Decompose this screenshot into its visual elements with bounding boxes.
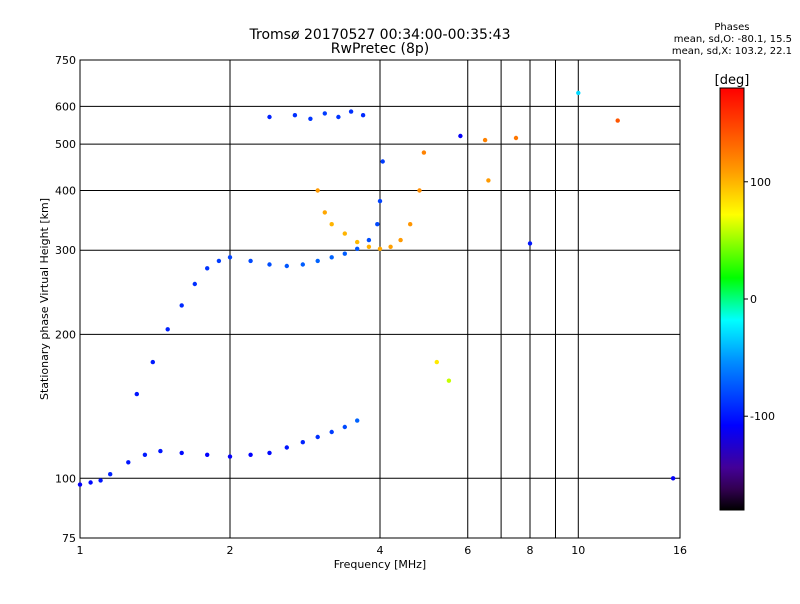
data-point bbox=[355, 246, 360, 251]
y-tick-label: 100 bbox=[55, 472, 76, 485]
x-tick-label: 8 bbox=[527, 544, 534, 557]
stats-o-mode: mean, sd,O: -80.1, 15.5 bbox=[673, 34, 792, 45]
data-point bbox=[366, 244, 372, 249]
data-point bbox=[380, 159, 385, 164]
x-tick-label: 16 bbox=[673, 544, 687, 557]
data-point bbox=[388, 244, 393, 249]
data-point bbox=[615, 118, 620, 123]
y-tick-label: 500 bbox=[55, 138, 76, 151]
colorbar-label: [deg] bbox=[715, 73, 750, 88]
data-point bbox=[134, 391, 139, 397]
x-tick-label: 2 bbox=[227, 544, 234, 557]
data-point bbox=[315, 434, 320, 440]
data-point bbox=[322, 210, 327, 215]
data-point bbox=[527, 241, 533, 246]
data-point bbox=[342, 251, 347, 256]
data-point bbox=[308, 116, 313, 122]
data-point bbox=[284, 445, 289, 450]
data-point bbox=[336, 114, 341, 120]
data-point bbox=[377, 246, 383, 251]
data-point bbox=[576, 90, 581, 96]
data-point bbox=[267, 262, 272, 267]
stats-heading: Phases bbox=[714, 22, 750, 33]
data-point bbox=[342, 231, 347, 236]
data-point bbox=[458, 133, 463, 139]
data-point bbox=[670, 476, 676, 481]
data-point bbox=[158, 448, 163, 454]
data-point bbox=[216, 258, 222, 264]
data-point bbox=[284, 263, 289, 269]
data-point bbox=[366, 237, 372, 243]
data-point bbox=[408, 222, 413, 227]
y-tick-label: 750 bbox=[55, 54, 76, 67]
x-axis-label: Frequency [MHz] bbox=[334, 558, 426, 571]
data-point bbox=[377, 198, 383, 204]
x-tick-label: 6 bbox=[464, 544, 471, 557]
data-point bbox=[126, 460, 131, 465]
colorbar-tick-label: 100 bbox=[750, 176, 771, 189]
data-point bbox=[179, 450, 184, 456]
data-point bbox=[329, 222, 334, 227]
data-point bbox=[77, 482, 83, 487]
stats-box: Phases mean, sd,O: -80.1, 15.5 mean, sd,… bbox=[672, 22, 792, 58]
data-point bbox=[355, 239, 360, 245]
x-tick-label: 4 bbox=[377, 544, 384, 557]
x-tick-label: 1 bbox=[77, 544, 84, 557]
data-point bbox=[417, 188, 422, 193]
x-tick-label: 10 bbox=[571, 544, 585, 557]
data-point bbox=[300, 262, 305, 267]
data-point bbox=[342, 424, 347, 430]
y-tick-label: 200 bbox=[55, 328, 76, 341]
data-point bbox=[205, 266, 210, 271]
colorbar-tick-label: -100 bbox=[750, 410, 775, 423]
y-tick-label: 300 bbox=[55, 244, 76, 257]
chart-subtitle: RwPretec (8p) bbox=[330, 41, 430, 57]
y-tick-label: 400 bbox=[55, 184, 76, 197]
data-point bbox=[360, 113, 366, 118]
data-point bbox=[267, 450, 272, 456]
data-point bbox=[292, 113, 298, 118]
y-tick-label: 75 bbox=[62, 532, 76, 545]
data-point bbox=[329, 429, 334, 435]
data-point bbox=[482, 137, 488, 143]
data-point bbox=[355, 418, 360, 423]
data-point bbox=[486, 178, 491, 183]
data-point bbox=[398, 237, 403, 243]
y-axis-label: Stationary phase Virtual Height [km] bbox=[38, 198, 51, 400]
data-point bbox=[108, 472, 113, 477]
data-point bbox=[248, 258, 253, 264]
data-point bbox=[267, 114, 272, 120]
data-point bbox=[205, 452, 210, 457]
data-point bbox=[150, 359, 155, 365]
data-point bbox=[315, 188, 320, 193]
colorbar-tick-label: 0 bbox=[750, 293, 757, 306]
data-point bbox=[88, 480, 93, 485]
data-point bbox=[421, 150, 427, 155]
chart-title: Tromsø 20170527 00:34:00-00:35:43 bbox=[249, 27, 511, 43]
data-point bbox=[227, 454, 233, 459]
data-point bbox=[165, 327, 170, 332]
data-point bbox=[248, 452, 253, 457]
data-point bbox=[375, 222, 380, 227]
data-point bbox=[98, 478, 103, 483]
data-point bbox=[142, 452, 148, 457]
data-point bbox=[192, 281, 197, 287]
data-point bbox=[179, 303, 184, 308]
colorbar bbox=[719, 87, 745, 511]
data-point bbox=[315, 258, 320, 264]
data-point bbox=[348, 109, 354, 114]
data-point bbox=[227, 255, 233, 260]
data-point bbox=[446, 378, 452, 383]
data-point bbox=[513, 135, 519, 141]
data-point bbox=[300, 440, 305, 445]
data-point bbox=[329, 255, 334, 260]
data-point bbox=[322, 111, 327, 116]
stats-x-mode: mean, sd,X: 103.2, 22.1 bbox=[671, 46, 792, 57]
data-point bbox=[434, 359, 439, 365]
y-tick-label: 600 bbox=[55, 100, 76, 113]
